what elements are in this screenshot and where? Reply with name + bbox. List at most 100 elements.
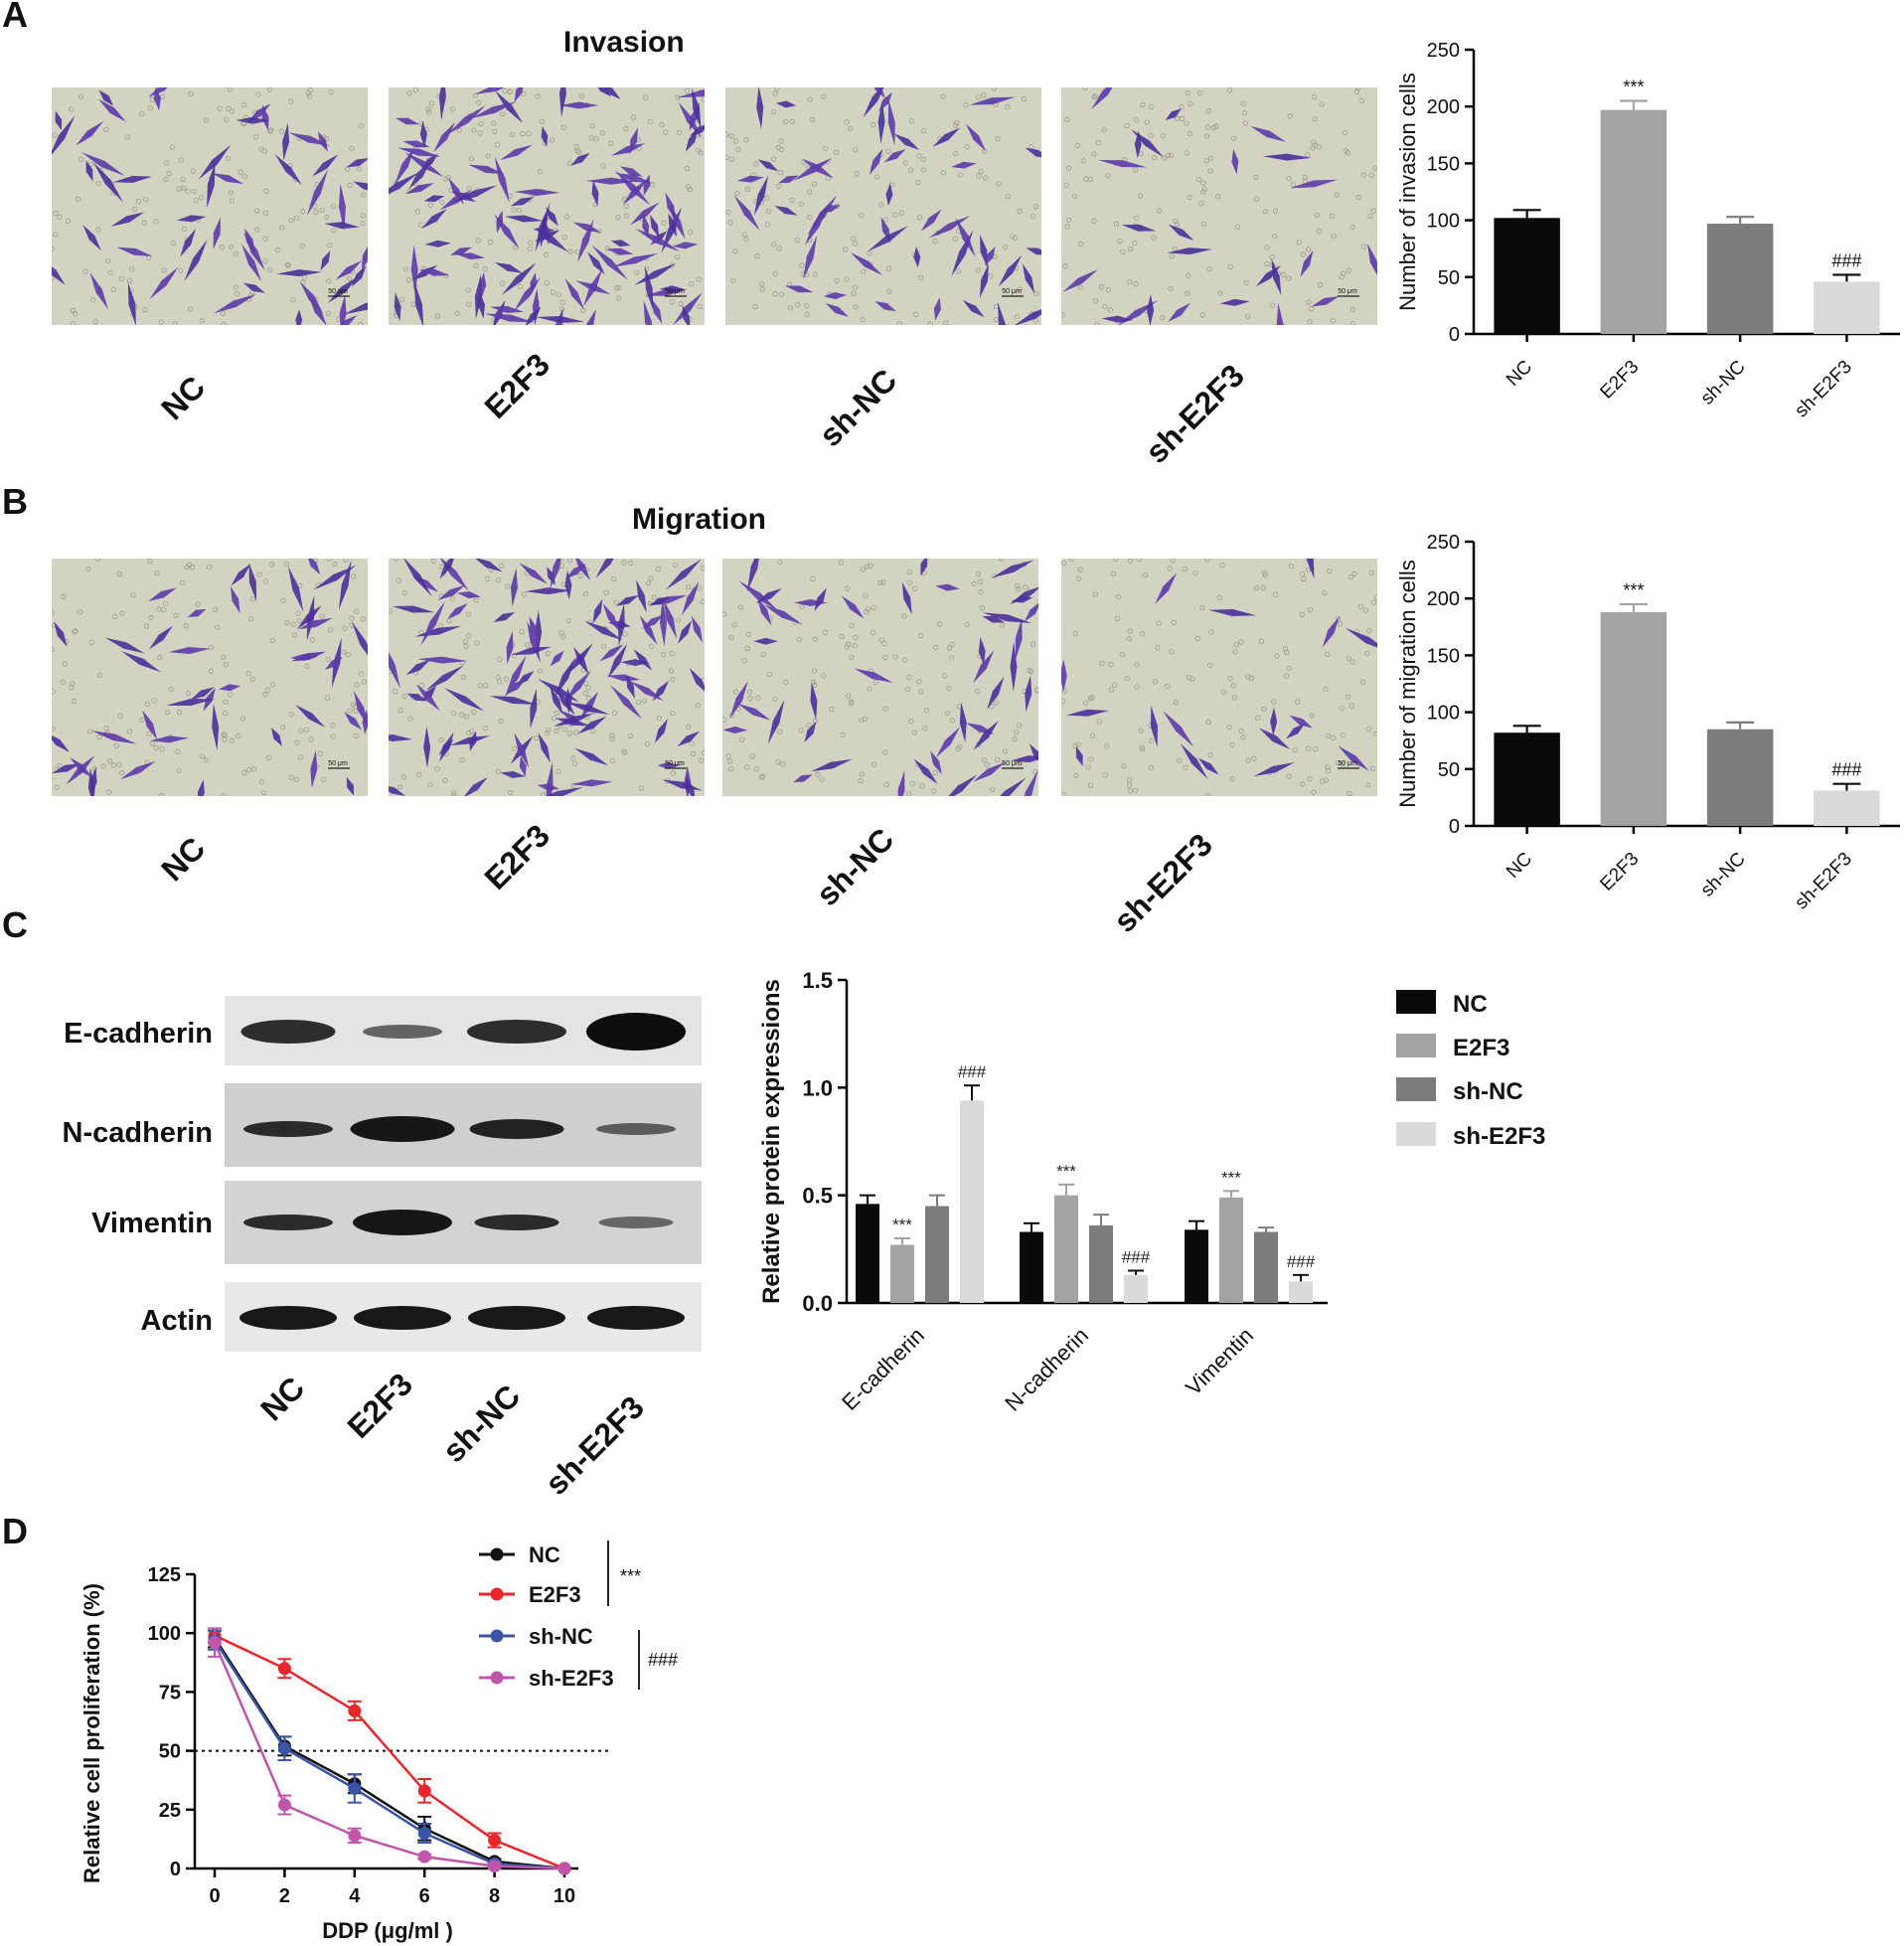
data-point — [417, 1784, 431, 1798]
membrane-pore — [327, 242, 333, 248]
stained-cell — [1025, 675, 1032, 713]
stained-cell — [682, 305, 691, 325]
stained-cell — [804, 721, 817, 742]
membrane-pore — [1368, 569, 1374, 575]
legend-label: E2F3 — [1453, 1035, 1509, 1061]
stained-cell — [689, 667, 705, 692]
membrane-pore — [319, 613, 325, 619]
stained-cell — [584, 620, 623, 641]
membrane-pore — [1137, 193, 1144, 199]
membrane-pore — [195, 601, 201, 607]
stained-cell — [55, 110, 63, 131]
membrane-pore — [1343, 148, 1349, 154]
membrane-pore — [920, 167, 926, 173]
membrane-pore — [725, 210, 731, 216]
membrane-pore — [477, 683, 483, 689]
membrane-pore — [494, 142, 501, 148]
blot-lane-label: sh-NC — [435, 1378, 527, 1469]
membrane-pore — [278, 128, 285, 134]
membrane-pore — [917, 632, 924, 639]
membrane-pore — [87, 729, 93, 734]
membrane-pore — [1230, 135, 1237, 141]
membrane-pore — [909, 780, 915, 787]
membrane-pore — [117, 713, 123, 719]
membrane-pore — [932, 238, 938, 244]
membrane-pore — [1319, 778, 1326, 784]
stained-cell — [1322, 615, 1340, 648]
blot-band — [587, 1306, 685, 1330]
membrane-pore — [126, 277, 133, 284]
membrane-pore — [1296, 240, 1302, 245]
bar — [1089, 1225, 1113, 1303]
stained-cell — [248, 563, 257, 601]
membrane-pore — [1165, 683, 1171, 690]
membrane-pore — [544, 280, 550, 286]
membrane-pore — [1203, 158, 1209, 164]
membrane-pore — [650, 182, 656, 188]
membrane-pore — [1204, 559, 1210, 563]
membrane-pore — [1305, 745, 1312, 752]
membrane-pore — [669, 299, 676, 305]
stained-cell — [763, 604, 803, 625]
bar — [1600, 109, 1667, 335]
stained-cell — [920, 209, 942, 232]
stained-cell — [948, 774, 978, 796]
membrane-pore — [254, 227, 260, 233]
membrane-pore — [417, 222, 423, 228]
stained-cell — [148, 625, 174, 650]
membrane-pore — [188, 90, 194, 96]
stained-cell — [672, 242, 699, 249]
membrane-pore — [401, 774, 407, 780]
membrane-pore — [1264, 261, 1270, 267]
membrane-pore — [675, 617, 682, 623]
stained-cell — [423, 195, 445, 203]
stained-cell — [1131, 129, 1164, 158]
stained-cell — [362, 710, 368, 735]
stained-cell — [1366, 243, 1377, 276]
membrane-pore — [660, 652, 667, 658]
membrane-pore — [495, 768, 502, 774]
membrane-pore — [1188, 100, 1193, 106]
stained-cell — [885, 183, 893, 207]
stained-cell — [767, 700, 785, 744]
membrane-pore — [463, 714, 470, 720]
membrane-pore — [1253, 174, 1259, 181]
membrane-pore — [778, 169, 784, 176]
membrane-pore — [1219, 563, 1225, 568]
membrane-pore — [438, 736, 444, 743]
stained-cell — [353, 691, 368, 727]
membrane-pore — [638, 785, 644, 791]
membrane-pore — [749, 753, 755, 759]
membrane-pore — [571, 760, 578, 767]
bar — [960, 1100, 984, 1303]
membrane-pore — [722, 611, 727, 617]
membrane-pore — [622, 750, 628, 756]
stained-cell — [673, 292, 703, 325]
membrane-pore — [262, 692, 268, 698]
membrane-pore — [561, 235, 567, 241]
membrane-pore — [473, 597, 479, 603]
x-tick-label: E-cadherin — [837, 1323, 929, 1415]
stained-cell — [310, 749, 318, 789]
stained-cell — [325, 657, 343, 670]
stained-cell — [519, 563, 549, 584]
membrane-pore — [116, 762, 122, 768]
membrane-pore — [697, 585, 703, 591]
membrane-pore — [428, 100, 435, 106]
membrane-pore — [1136, 559, 1142, 563]
stained-cell — [602, 603, 620, 632]
membrane-pore — [1014, 313, 1021, 320]
membrane-pore — [164, 160, 170, 166]
membrane-pore — [1349, 703, 1354, 709]
stained-cell — [873, 87, 885, 98]
stained-cell — [691, 615, 703, 643]
stained-cell — [489, 696, 538, 705]
stained-cell — [636, 579, 647, 613]
membrane-pore — [975, 267, 982, 273]
membrane-pore — [878, 637, 884, 643]
stained-cell — [756, 596, 772, 626]
bar — [1124, 1274, 1148, 1303]
stained-cell — [1253, 762, 1295, 777]
membrane-pore — [516, 207, 523, 214]
x-tick-label: 2 — [279, 1885, 290, 1907]
